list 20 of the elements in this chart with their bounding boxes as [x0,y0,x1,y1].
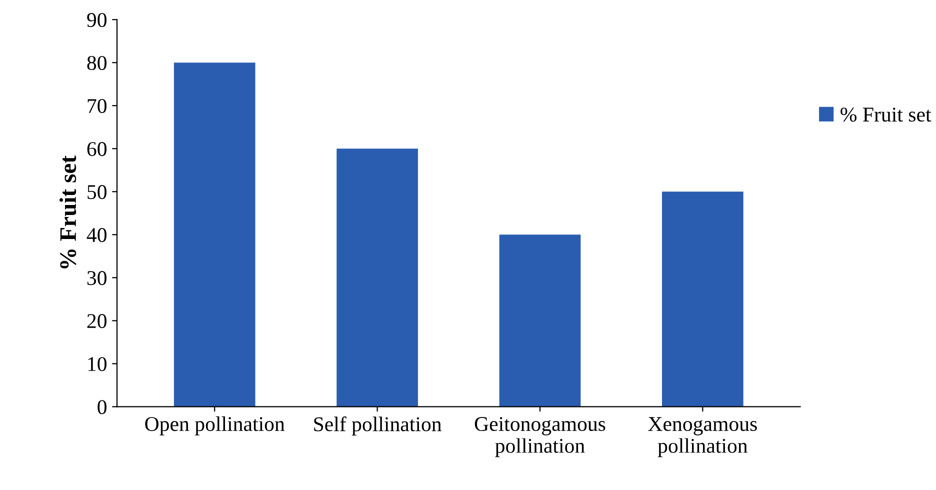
y-tick-label: 60 [87,142,106,156]
bar [336,148,418,407]
y-tick-label: 80 [87,56,106,70]
bar [174,62,256,407]
y-tick-label: 50 [88,185,106,200]
x-tick-label: Geitonogamous pollination [474,417,606,458]
y-tick-label: 10 [88,357,106,372]
x-tick-label: Open pollination [145,416,285,436]
y-tick-label: 30 [87,271,106,286]
y-tick-label: 20 [87,314,106,328]
x-tick-label: Self pollination [314,416,442,436]
y-axis-title: % Fruit set [59,156,76,268]
y-tick-label: 90 [87,12,106,28]
y-tick-label: 0 [98,400,106,414]
bar [499,234,581,407]
bar [662,192,744,407]
legend-label: % Fruit set [840,108,932,122]
x-tick-label: Xenogamous pollination [648,417,757,458]
y-tick-label: 40 [86,228,106,242]
y-tick-label: 70 [88,98,106,114]
